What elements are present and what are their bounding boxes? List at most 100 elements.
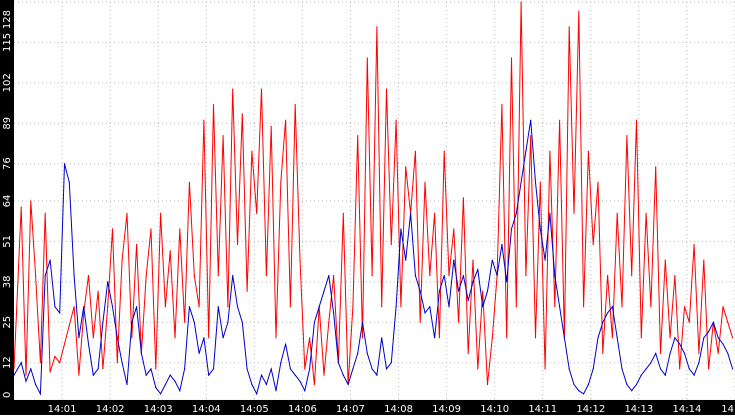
- series-1-point: [573, 212, 575, 214]
- series-2-point: [419, 290, 421, 292]
- series-1-point: [160, 212, 162, 214]
- series-2-point: [611, 306, 614, 308]
- series-1-point: [73, 306, 75, 308]
- series-2-point: [121, 362, 123, 364]
- series-2-point: [102, 321, 104, 323]
- series-2-point: [462, 275, 464, 277]
- series-2-point: [107, 281, 109, 283]
- series-2-point: [520, 181, 522, 183]
- series-1-point: [275, 337, 277, 339]
- series-1-point: [655, 166, 657, 168]
- series-1-point: [97, 290, 99, 292]
- series-1-point: [679, 368, 681, 370]
- series-2-point: [83, 306, 85, 308]
- series-1-point: [659, 352, 662, 354]
- series-1-point: [304, 368, 306, 370]
- series-1-point: [265, 275, 267, 277]
- series-2-point: [448, 306, 450, 308]
- series-1-point: [568, 26, 570, 28]
- series-1-point: [539, 181, 541, 183]
- series-1-point: [650, 306, 652, 308]
- series-2-point: [376, 374, 378, 376]
- series-2-point: [136, 306, 138, 308]
- series-1-point: [145, 275, 147, 277]
- series-1-point: [515, 306, 517, 308]
- series-2-point: [544, 259, 546, 261]
- series-1-point: [631, 275, 633, 277]
- series-1-point: [289, 306, 291, 308]
- series-2-point: [621, 368, 623, 370]
- series-1-point: [458, 321, 460, 323]
- series-1-point: [49, 371, 51, 373]
- series-2-point: [289, 368, 291, 370]
- series-1-point: [626, 135, 628, 137]
- series-1-point: [395, 119, 397, 121]
- series-2-point: [434, 337, 436, 339]
- series-2-point: [381, 337, 383, 339]
- series-2-point: [78, 337, 80, 339]
- series-2-point: [732, 368, 734, 370]
- series-2-point: [539, 228, 541, 230]
- series-1-point: [116, 362, 118, 364]
- series-1-point: [217, 275, 219, 277]
- series-1-point: [549, 150, 551, 152]
- series-2-point: [160, 393, 162, 395]
- series-1-point: [361, 337, 364, 339]
- series-2-point: [188, 306, 190, 308]
- series-2-point: [650, 362, 652, 364]
- series-1-point: [587, 150, 590, 152]
- x-tick-label: 14:11: [528, 404, 557, 415]
- series-2-point: [87, 343, 90, 345]
- x-tick-label: 14:02: [96, 404, 125, 415]
- series-1-point: [63, 343, 66, 345]
- series-1-point: [30, 200, 32, 202]
- series-2-point: [236, 306, 239, 308]
- series-1-point: [54, 355, 56, 358]
- series-2-point: [438, 290, 440, 292]
- series-2-point: [275, 390, 277, 392]
- series-1-point: [20, 206, 22, 208]
- series-2-point: [193, 321, 195, 323]
- series-2-point: [573, 383, 575, 386]
- series-2-point: [361, 321, 364, 323]
- series-1-point: [727, 321, 729, 323]
- series-2-point: [491, 259, 493, 261]
- series-1-point: [472, 259, 474, 261]
- series-2-point: [659, 368, 662, 370]
- series-2-point: [525, 150, 527, 152]
- series-1-point: [184, 321, 186, 323]
- series-2-point: [587, 383, 590, 386]
- series-1-point: [121, 259, 123, 261]
- series-1-point: [92, 337, 94, 339]
- series-2-point: [352, 368, 354, 370]
- series-2-point: [256, 393, 258, 395]
- series-2-point: [727, 352, 729, 354]
- series-2-point: [294, 374, 296, 376]
- x-tick-label: 14:13: [624, 404, 653, 415]
- series-2-point: [597, 337, 599, 339]
- y-tick-label: 76: [2, 157, 13, 170]
- series-1-point: [179, 228, 181, 230]
- series-1-point: [390, 243, 392, 246]
- series-2-point: [458, 290, 460, 292]
- series-1-point: [453, 228, 455, 230]
- series-1-point: [669, 337, 671, 339]
- y-axis-band: [0, 0, 14, 415]
- y-tick-label: 102: [2, 73, 13, 92]
- series-2-point: [126, 383, 128, 386]
- x-tick-label: 14:14: [673, 404, 702, 415]
- series-1-point: [299, 259, 301, 261]
- y-tick-layer: 0 12 25 38 51 64 76 89 102 115 128: [2, 10, 13, 398]
- series-2-point: [592, 368, 594, 370]
- series-1-point: [525, 275, 527, 277]
- series-1-point: [333, 275, 335, 277]
- series-2-point: [371, 368, 373, 370]
- y-tick-label: 0: [2, 392, 13, 398]
- series-1-point: [107, 306, 109, 308]
- series-1-point: [25, 374, 27, 376]
- series-1-point: [309, 337, 311, 339]
- series-1-point: [169, 250, 171, 252]
- series-layer: [13, 1, 734, 396]
- series-2-point: [583, 393, 585, 395]
